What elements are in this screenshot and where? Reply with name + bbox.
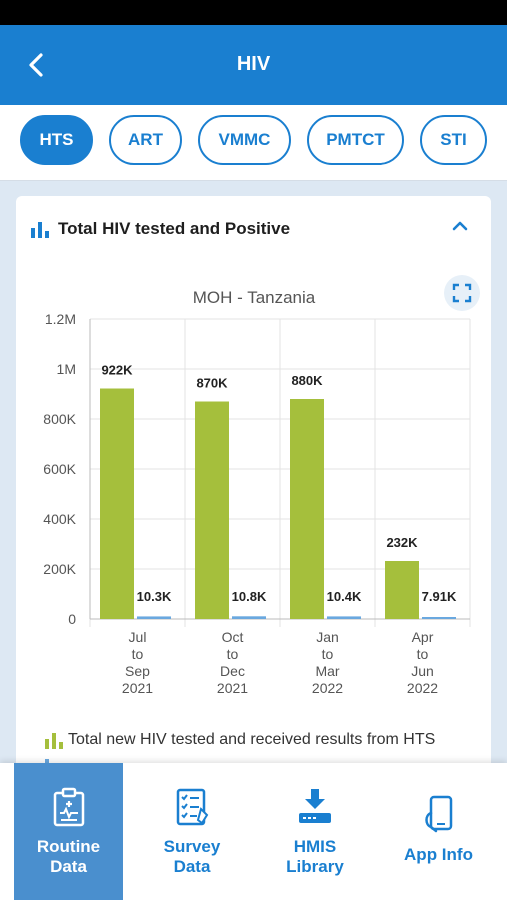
x-tick-label: Mar xyxy=(315,663,339,679)
x-tick-label: 2021 xyxy=(122,680,153,696)
bar xyxy=(137,616,171,619)
data-label: 10.4K xyxy=(327,589,362,604)
x-tick-label: Jun xyxy=(411,663,434,679)
x-tick-label: Apr xyxy=(412,629,434,645)
x-tick-label: to xyxy=(417,646,429,662)
nav-label: App Info xyxy=(404,845,473,864)
nav-hmis-library[interactable]: HMIS Library xyxy=(261,763,369,900)
legend-item-partial xyxy=(44,757,464,763)
y-tick-label: 1.2M xyxy=(45,311,76,327)
nav-label: HMIS Library xyxy=(286,837,344,876)
status-bar xyxy=(0,0,507,25)
bar xyxy=(232,616,266,619)
bottom-navigation: Routine Data Survey Data HMIS Library Ap… xyxy=(0,763,507,900)
x-tick-label: 2022 xyxy=(407,680,438,696)
y-tick-label: 400K xyxy=(43,511,76,527)
legend-bar-icon xyxy=(45,733,63,749)
legend-label: Total new HIV tested and received result… xyxy=(68,731,436,748)
tab-hts[interactable]: HTS xyxy=(20,115,93,165)
x-tick-label: to xyxy=(322,646,334,662)
data-label: 232K xyxy=(386,535,418,550)
x-tick-label: Oct xyxy=(222,629,244,645)
tab-vmmc[interactable]: VMMC xyxy=(198,115,291,165)
tab-pmtct[interactable]: PMTCT xyxy=(307,115,404,165)
x-tick-label: Jan xyxy=(316,629,339,645)
bar xyxy=(100,388,134,619)
x-tick-label: 2021 xyxy=(217,680,248,696)
checklist-icon xyxy=(176,788,209,826)
fullscreen-button[interactable] xyxy=(444,275,480,311)
data-label: 10.8K xyxy=(232,589,267,604)
bar-chart-icon xyxy=(31,222,49,238)
y-tick-label: 0 xyxy=(68,611,76,627)
data-label: 7.91K xyxy=(422,589,457,604)
back-arrow-icon xyxy=(29,53,43,77)
data-label: 10.3K xyxy=(137,589,172,604)
y-tick-label: 800K xyxy=(43,411,76,427)
fullscreen-icon xyxy=(452,283,472,303)
nav-survey-data[interactable]: Survey Data xyxy=(138,763,246,900)
y-tick-label: 200K xyxy=(43,561,76,577)
legend-bar-icon xyxy=(45,759,49,763)
x-tick-label: to xyxy=(227,646,239,662)
card-title: Total HIV tested and Positive xyxy=(58,219,291,238)
chevron-up-icon[interactable] xyxy=(451,220,469,232)
download-icon xyxy=(299,789,331,823)
data-label: 922K xyxy=(101,363,133,378)
app-bar: HIV xyxy=(0,25,507,105)
nav-label: Routine Data xyxy=(36,837,101,876)
x-tick-label: Jul xyxy=(129,629,147,645)
bar xyxy=(195,401,229,619)
bar xyxy=(385,561,419,619)
program-tabs: HTS ART VMMC PMTCT STI xyxy=(0,105,507,181)
back-button[interactable] xyxy=(14,43,58,87)
bar xyxy=(290,399,324,619)
x-tick-label: to xyxy=(132,646,144,662)
nav-app-info[interactable]: App Info xyxy=(384,763,493,900)
bar xyxy=(327,616,361,619)
x-tick-label: Dec xyxy=(220,663,245,679)
x-tick-label: 2022 xyxy=(312,680,343,696)
chart-card: Total HIV tested and Positive xyxy=(16,196,491,796)
tab-art[interactable]: ART xyxy=(109,115,182,165)
phone-icon xyxy=(424,795,452,833)
x-tick-label: Sep xyxy=(125,663,150,679)
nav-routine-data[interactable]: Routine Data xyxy=(14,763,123,900)
bar xyxy=(422,617,456,619)
data-label: 880K xyxy=(291,373,323,388)
bar-chart: MOH - Tanzania 0 200K 400K 600K 800K 1M 1.2M 922… xyxy=(43,288,471,696)
y-tick-label: 1M xyxy=(57,361,76,377)
y-tick-label: 600K xyxy=(43,461,76,477)
clipboard-icon xyxy=(53,787,84,827)
nav-label: Survey Data xyxy=(163,837,221,876)
card-header[interactable]: Total HIV tested and Positive xyxy=(30,216,477,244)
chart-title: MOH - Tanzania xyxy=(193,288,316,307)
page-title: HIV xyxy=(236,53,271,75)
tab-sti[interactable]: STI xyxy=(420,115,487,165)
data-label: 870K xyxy=(196,376,228,391)
